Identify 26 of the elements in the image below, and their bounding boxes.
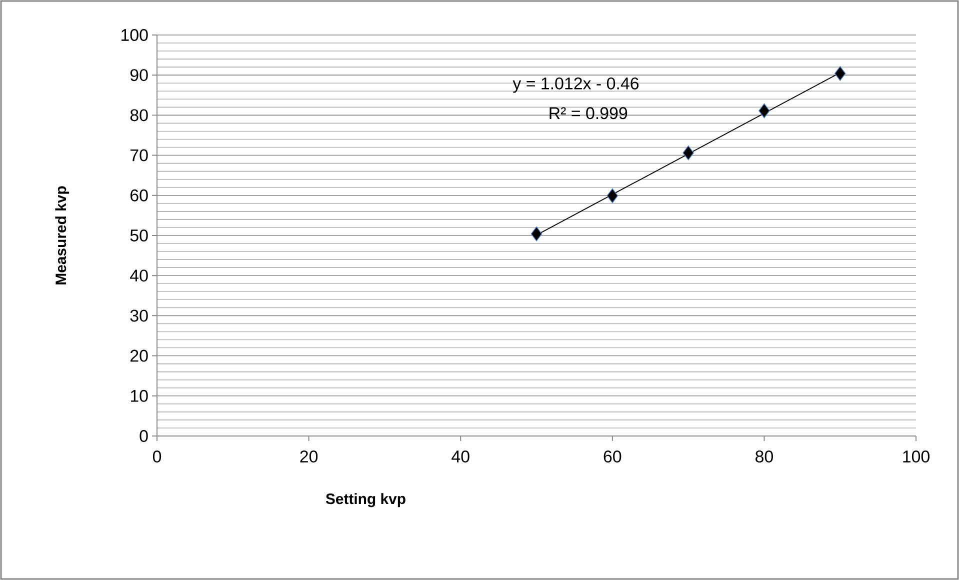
point xyxy=(682,145,694,160)
y-tick-label: 70 xyxy=(130,149,148,162)
x-tick-label: 60 xyxy=(604,450,622,463)
point xyxy=(530,226,542,242)
y-tick-label: 20 xyxy=(130,350,148,362)
y-tick-label: 50 xyxy=(130,229,148,242)
y-tick-label: 10 xyxy=(130,390,148,402)
x-tick-label: 20 xyxy=(300,450,318,463)
point xyxy=(834,66,846,81)
x-tick-label: 40 xyxy=(452,450,470,463)
annotation: y = 1.012x - 0.46 xyxy=(512,77,639,93)
y-tick-label: 90 xyxy=(130,69,148,82)
y-tick-label: 30 xyxy=(130,310,148,322)
y-tick-label: 80 xyxy=(130,109,148,122)
x-tick-label: 80 xyxy=(756,450,773,463)
y-tick-label: 40 xyxy=(130,270,148,282)
y-tick-label: 0 xyxy=(140,430,148,442)
y-tick-label: 100 xyxy=(122,28,148,41)
point xyxy=(758,103,770,118)
annotation: R² = 0.999 xyxy=(550,107,628,120)
x-tick-label: 100 xyxy=(903,450,930,463)
y-axis-title: Measured kvp xyxy=(55,186,70,284)
x-axis-title: Setting kvp xyxy=(326,493,406,508)
x-tick-label: 0 xyxy=(152,450,162,463)
point xyxy=(606,188,618,204)
y-tick-label: 60 xyxy=(130,189,148,202)
